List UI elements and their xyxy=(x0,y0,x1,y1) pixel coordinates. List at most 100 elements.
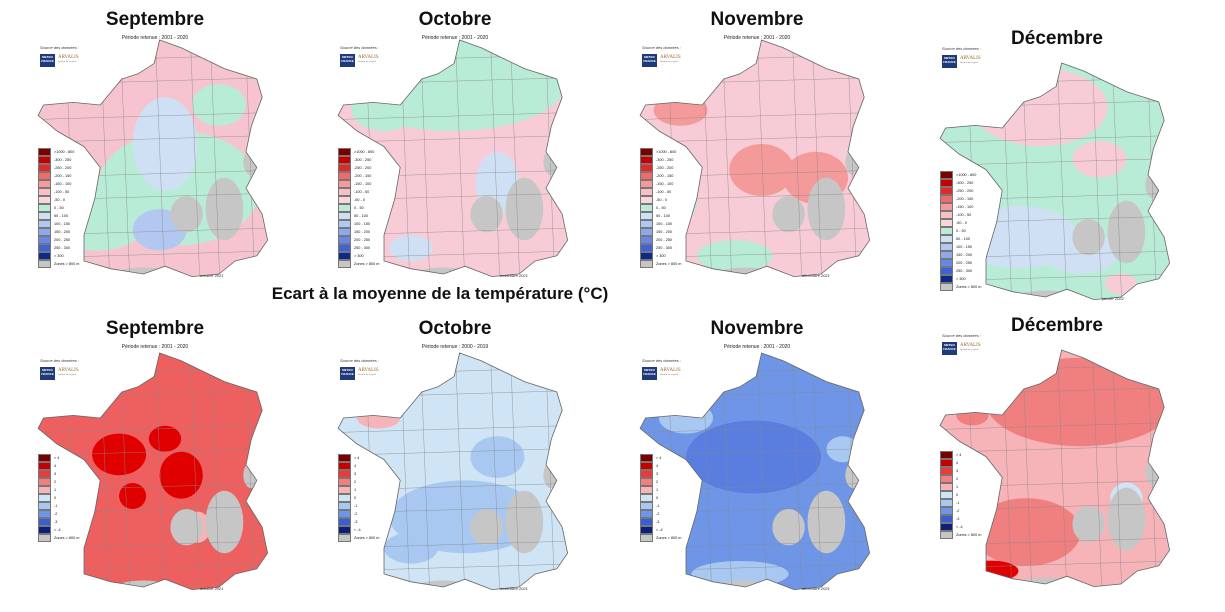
legend-swatch xyxy=(940,227,953,235)
meteo-france-logo: METEO FRANCE xyxy=(340,54,355,67)
legend-item: 1 xyxy=(338,486,379,494)
legend-label: >1000 - 800 xyxy=(656,150,677,154)
legend-item: -2 xyxy=(38,510,79,518)
legend-swatch xyxy=(640,244,653,252)
legend-item: -200 - 150 xyxy=(338,172,379,180)
meteo-france-logo: METEO FRANCE xyxy=(340,367,355,380)
legend-label: -100 - 50 xyxy=(354,190,370,194)
department-border xyxy=(209,40,221,277)
france-outline xyxy=(639,352,871,591)
legend-item: > 4 xyxy=(640,454,681,462)
department-border xyxy=(882,27,892,287)
legend-swatch xyxy=(338,478,351,486)
legend-item: -150 - 100 xyxy=(640,180,681,188)
legend-label: 2 xyxy=(54,480,57,484)
map-panel: Décembre Source des données : METEO FRANCE… xyxy=(912,315,1202,605)
arvalis-logo-tagline: Institut du végétal xyxy=(358,373,377,376)
legend-swatch xyxy=(640,252,653,260)
department-border xyxy=(811,40,823,277)
legend-label: 1 xyxy=(656,488,659,492)
legend-label: > 300 xyxy=(656,254,666,258)
legend-item: -1 xyxy=(338,502,379,510)
arvalis-logo: ARVALIS Institut du végétal xyxy=(358,368,379,376)
legend-label: < -4 xyxy=(354,528,361,532)
map-mountain-zone xyxy=(243,149,260,176)
department-border xyxy=(1056,63,1068,300)
legend-label: 100 - 150 xyxy=(54,222,71,226)
legend-item: 4 xyxy=(338,462,379,470)
legend-swatch xyxy=(38,502,51,510)
legend-item: -250 - 200 xyxy=(38,164,79,172)
legend-swatch xyxy=(940,515,953,523)
meteo-france-logo: METEO FRANCE xyxy=(642,54,657,67)
department-border xyxy=(1182,337,1192,597)
legend-item: -3 xyxy=(640,518,681,526)
legend-item: -3 xyxy=(338,518,379,526)
france-outline xyxy=(639,39,871,278)
legend-item: 250 - 300 xyxy=(940,267,981,275)
legend-item: > 300 xyxy=(38,252,79,260)
legend-item: > 4 xyxy=(940,451,981,459)
legend-swatch xyxy=(338,252,351,260)
legend-label: 0 - 50 xyxy=(354,206,364,210)
legend-item: 3 xyxy=(640,470,681,478)
period-label: Période retenue : 2000 - 2019 xyxy=(421,344,489,350)
legend-swatch xyxy=(38,244,51,252)
legend-item: 50 - 100 xyxy=(38,212,79,220)
department-border xyxy=(940,421,1170,430)
legend-label: 4 xyxy=(656,464,659,468)
legend-label: -150 - 100 xyxy=(54,182,72,186)
legend-item: -50 - 0 xyxy=(38,196,79,204)
legend-item: -250 - 200 xyxy=(640,164,681,172)
legend-label: 3 xyxy=(656,472,659,476)
legend-label: -150 - 100 xyxy=(956,205,974,209)
legend-label: 1 xyxy=(54,488,57,492)
legend-item: 0 - 50 xyxy=(640,204,681,212)
department-border xyxy=(209,353,221,590)
department-border xyxy=(1056,350,1068,587)
map-anomaly-zone xyxy=(972,68,1108,147)
department-border xyxy=(338,424,568,433)
legend-item: -200 - 150 xyxy=(940,195,981,203)
month-title: Novembre xyxy=(710,318,804,339)
arvalis-logo-tagline: Institut du végétal xyxy=(358,60,377,63)
legend-label: 200 - 250 xyxy=(956,261,973,265)
legend: > 4 4 3 2 1 0 -1 -2 -3 < -4 Zones > 800 m xyxy=(940,451,981,539)
legend-item: >1000 - 800 xyxy=(940,171,981,179)
legend-swatch xyxy=(940,459,953,467)
legend-swatch xyxy=(38,534,51,542)
legend-swatch xyxy=(640,534,653,542)
france-map xyxy=(939,62,1171,301)
department-border xyxy=(756,40,768,277)
map-mountain-zone xyxy=(807,177,846,241)
france-map xyxy=(37,27,290,287)
map-mountain-zone xyxy=(772,509,805,546)
legend-label: -250 - 200 xyxy=(956,189,974,193)
department-border xyxy=(280,27,290,287)
legend-swatch xyxy=(38,188,51,196)
france-map xyxy=(639,352,871,591)
legend-label: 0 xyxy=(656,496,659,500)
legend-label: 100 - 150 xyxy=(656,222,673,226)
legend-swatch xyxy=(640,164,653,172)
legend-swatch xyxy=(38,260,51,268)
legend-swatch xyxy=(338,164,351,172)
department-border xyxy=(280,340,290,600)
legend-swatch xyxy=(940,211,953,219)
legend-item: < -4 xyxy=(640,526,681,534)
map-anomaly-zone xyxy=(972,498,1081,566)
legend-item: 3 xyxy=(940,467,981,475)
map-anomaly-zone xyxy=(384,532,438,564)
legend-label: 250 - 300 xyxy=(54,246,71,250)
map-mountain-zone xyxy=(845,462,862,489)
legend-item: 2 xyxy=(640,478,681,486)
legend-swatch xyxy=(38,510,51,518)
legend-swatch xyxy=(338,518,351,526)
legend-label: 0 xyxy=(54,496,57,500)
legend-swatch xyxy=(940,483,953,491)
legend-item: 1 xyxy=(940,483,981,491)
legend-swatch xyxy=(338,534,351,542)
legend-swatch xyxy=(38,236,51,244)
legend-swatch xyxy=(338,196,351,204)
legend-label: -150 - 100 xyxy=(354,182,372,186)
